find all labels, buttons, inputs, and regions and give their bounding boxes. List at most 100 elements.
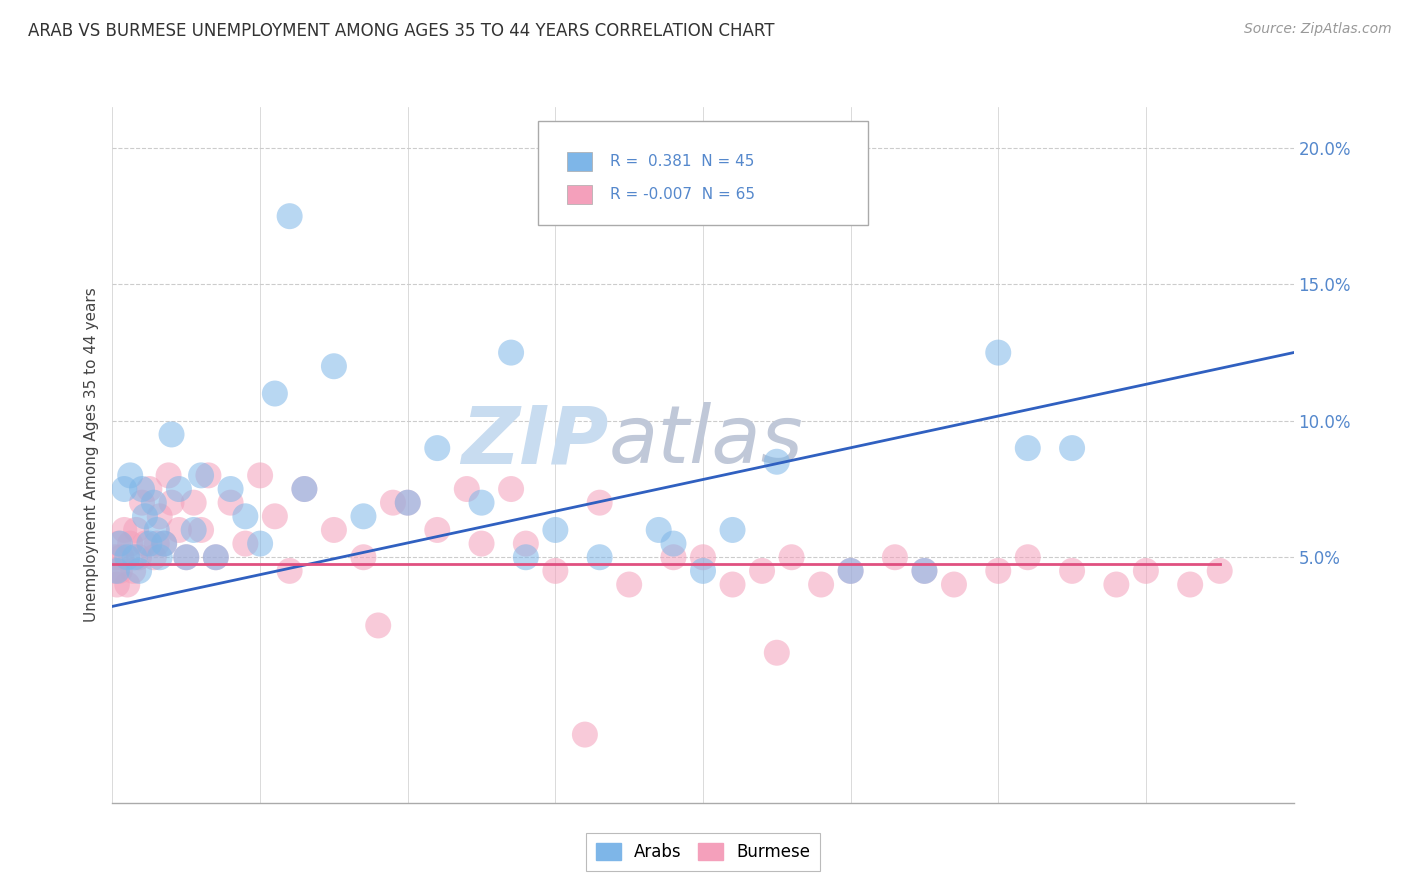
Point bbox=[138, 482, 160, 496]
Point bbox=[574, 728, 596, 742]
Point bbox=[1105, 577, 1128, 591]
Point bbox=[456, 482, 478, 496]
Point bbox=[766, 455, 789, 469]
Point bbox=[292, 482, 315, 496]
Point bbox=[105, 577, 128, 591]
Point bbox=[692, 550, 714, 565]
Text: atlas: atlas bbox=[609, 402, 803, 480]
FancyBboxPatch shape bbox=[567, 152, 592, 171]
Point bbox=[219, 496, 242, 510]
Text: R = -0.007  N = 65: R = -0.007 N = 65 bbox=[610, 187, 755, 202]
Point bbox=[942, 577, 965, 591]
Point bbox=[117, 577, 138, 591]
Point bbox=[766, 646, 789, 660]
FancyBboxPatch shape bbox=[567, 185, 592, 204]
Y-axis label: Unemployment Among Ages 35 to 44 years: Unemployment Among Ages 35 to 44 years bbox=[83, 287, 98, 623]
Point bbox=[987, 564, 1010, 578]
Point bbox=[839, 564, 862, 578]
Point bbox=[134, 509, 156, 524]
Point bbox=[780, 550, 803, 565]
Point bbox=[174, 550, 197, 565]
Point bbox=[647, 523, 671, 537]
Point bbox=[914, 564, 936, 578]
Point bbox=[233, 536, 256, 550]
Text: R =  0.381  N = 45: R = 0.381 N = 45 bbox=[610, 153, 754, 169]
Point bbox=[884, 550, 907, 565]
Point bbox=[190, 468, 212, 483]
Point bbox=[544, 523, 567, 537]
Point bbox=[323, 359, 346, 374]
FancyBboxPatch shape bbox=[537, 121, 869, 226]
Point bbox=[107, 536, 129, 550]
Point bbox=[131, 482, 153, 496]
Point bbox=[157, 468, 180, 483]
Point bbox=[588, 550, 610, 565]
Point bbox=[112, 523, 135, 537]
Point bbox=[249, 536, 271, 550]
Point bbox=[122, 564, 145, 578]
Point bbox=[367, 618, 389, 632]
Point bbox=[396, 496, 419, 510]
Point bbox=[134, 536, 156, 550]
Point bbox=[470, 496, 494, 510]
Point bbox=[104, 550, 127, 565]
Point bbox=[190, 523, 212, 537]
Point bbox=[124, 550, 146, 565]
Point bbox=[426, 523, 449, 537]
Point bbox=[160, 496, 183, 510]
Point bbox=[588, 496, 610, 510]
Point bbox=[515, 550, 537, 565]
Point bbox=[264, 386, 287, 401]
Point bbox=[264, 509, 287, 524]
Point bbox=[352, 550, 374, 565]
Legend: Arabs, Burmese: Arabs, Burmese bbox=[585, 833, 821, 871]
Point bbox=[292, 482, 315, 496]
Point bbox=[153, 536, 176, 550]
Point bbox=[142, 496, 165, 510]
Point bbox=[544, 564, 567, 578]
Point bbox=[1062, 441, 1084, 455]
Point bbox=[138, 536, 160, 550]
Point bbox=[108, 536, 131, 550]
Point bbox=[197, 468, 219, 483]
Point bbox=[619, 577, 641, 591]
Point bbox=[167, 523, 190, 537]
Point bbox=[153, 536, 176, 550]
Point bbox=[146, 523, 169, 537]
Point bbox=[120, 468, 142, 483]
Point bbox=[278, 209, 301, 223]
Point bbox=[205, 550, 228, 565]
Point bbox=[183, 496, 205, 510]
Point bbox=[103, 564, 125, 578]
Point bbox=[1180, 577, 1202, 591]
Point bbox=[692, 564, 714, 578]
Point bbox=[146, 536, 169, 550]
Point bbox=[149, 509, 172, 524]
Point bbox=[382, 496, 405, 510]
Point bbox=[396, 496, 419, 510]
Point bbox=[1017, 550, 1039, 565]
Point bbox=[1017, 441, 1039, 455]
Point bbox=[426, 441, 449, 455]
Point bbox=[108, 564, 131, 578]
Point bbox=[174, 550, 197, 565]
Point bbox=[131, 496, 153, 510]
Point bbox=[914, 564, 936, 578]
Point bbox=[167, 482, 190, 496]
Point bbox=[112, 482, 135, 496]
Point bbox=[501, 345, 523, 359]
Point bbox=[160, 427, 183, 442]
Point bbox=[120, 536, 142, 550]
Point bbox=[501, 482, 523, 496]
Point bbox=[128, 550, 150, 565]
Point bbox=[183, 523, 205, 537]
Point bbox=[987, 345, 1010, 359]
Point bbox=[117, 550, 138, 565]
Point bbox=[810, 577, 832, 591]
Point bbox=[721, 523, 744, 537]
Point bbox=[128, 564, 150, 578]
Point bbox=[142, 550, 165, 565]
Point bbox=[110, 550, 132, 565]
Point bbox=[1135, 564, 1157, 578]
Point bbox=[1062, 564, 1084, 578]
